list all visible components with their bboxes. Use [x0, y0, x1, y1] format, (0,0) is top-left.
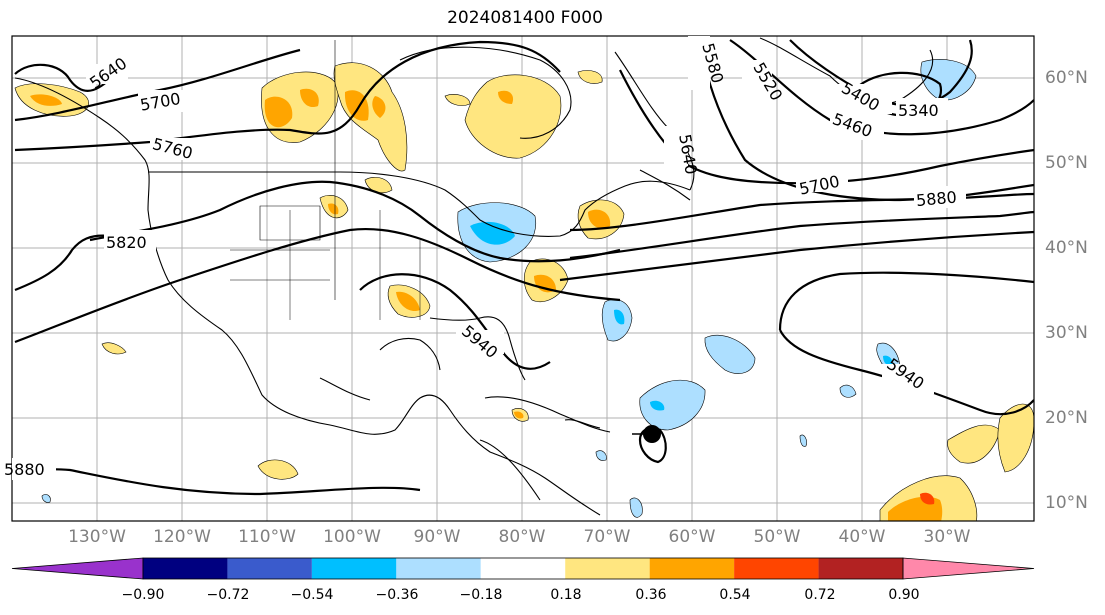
map-frame — [11, 35, 1035, 522]
longitude-label: 50°W — [753, 527, 801, 547]
hurricane-marker — [632, 425, 661, 443]
colorbar-segment — [480, 558, 566, 579]
longitude-label: 100°W — [323, 527, 381, 547]
colorbar-segment — [396, 558, 481, 579]
latitude-label: 20°N — [1045, 408, 1088, 428]
latitude-label: 60°N — [1045, 68, 1088, 88]
longitude-label: 80°W — [498, 527, 546, 547]
colorbar-tick-label: −0.36 — [375, 587, 419, 603]
colorbar-segment — [818, 558, 903, 579]
map-plot: 5640 5700 5760 5820 5880 5940 5580 5520 … — [4, 35, 1035, 522]
colorbar-segment — [311, 558, 397, 579]
contour-label: 5880 — [4, 460, 45, 479]
longitude-label: 40°W — [838, 527, 886, 547]
map-title: 2024081400 F000 — [447, 8, 603, 28]
colorbar-segment — [734, 558, 819, 579]
colorbar-tick-label: 0.54 — [719, 587, 751, 603]
colorbar-tick-label: −0.18 — [459, 587, 503, 603]
colorbar-tick-label: −0.54 — [290, 587, 334, 603]
contour-label: 5880 — [915, 188, 957, 210]
longitude-label: 60°W — [668, 527, 716, 547]
colorbar-segments — [11, 557, 1035, 580]
longitude-label: 30°W — [923, 527, 971, 547]
coastlines — [14, 37, 934, 516]
colorbar-segment — [565, 558, 650, 579]
longitude-label: 110°W — [238, 527, 296, 547]
contour-label: 5340 — [898, 101, 939, 120]
colorbar-extend-high — [902, 557, 1035, 580]
contour-label: 5820 — [106, 233, 147, 252]
colorbar-frame — [142, 557, 904, 580]
colorbar-tick-label: 0.90 — [888, 587, 920, 603]
colorbar-tick-label: 0.72 — [804, 587, 836, 603]
longitude-label: 130°W — [68, 527, 126, 547]
colorbar-extend-low — [11, 557, 144, 580]
colorbar-tick-label: 0.36 — [635, 587, 667, 603]
colorbar-segment — [143, 558, 228, 579]
colorbar-segment — [649, 558, 735, 579]
latitude-label: 50°N — [1045, 153, 1088, 173]
latitude-label: 10°N — [1045, 493, 1088, 513]
colorbar-tick-label: 0.18 — [550, 587, 582, 603]
colorbar-tick-label: −0.72 — [206, 587, 250, 603]
longitude-label: 120°W — [153, 527, 211, 547]
latitude-label: 40°N — [1045, 238, 1088, 258]
latitude-label: 30°N — [1045, 323, 1088, 343]
longitude-label: 70°W — [583, 527, 631, 547]
longitude-label: 90°W — [413, 527, 461, 547]
colorbar-segment — [227, 558, 312, 579]
colorbar — [11, 557, 1035, 580]
colorbar-tick-label: −0.90 — [121, 587, 165, 603]
negative-anomaly-shading — [41, 59, 977, 518]
